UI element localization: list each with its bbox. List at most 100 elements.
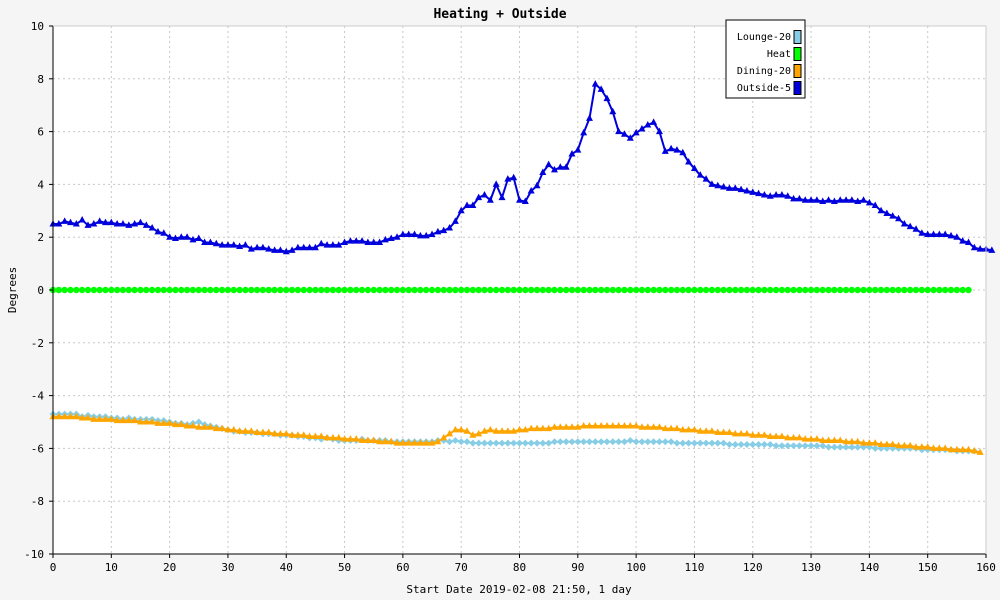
data-point bbox=[638, 286, 646, 294]
data-point bbox=[825, 443, 833, 451]
data-point bbox=[854, 286, 861, 294]
data-point bbox=[259, 428, 267, 436]
y-tick-label: 10 bbox=[31, 20, 44, 33]
data-point bbox=[696, 439, 704, 447]
data-point bbox=[527, 424, 535, 432]
data-point bbox=[801, 196, 809, 203]
data-point bbox=[673, 439, 681, 447]
data-point bbox=[830, 436, 838, 443]
x-tick-label: 40 bbox=[280, 561, 293, 574]
data-point bbox=[253, 286, 261, 294]
x-tick-label: 10 bbox=[105, 561, 118, 574]
y-tick-label: 0 bbox=[37, 284, 44, 297]
data-point bbox=[714, 181, 722, 189]
data-point bbox=[953, 445, 961, 453]
data-point bbox=[760, 431, 768, 438]
x-tick-label: 30 bbox=[221, 561, 234, 574]
data-point bbox=[387, 234, 395, 242]
data-point bbox=[510, 427, 518, 434]
data-point bbox=[323, 286, 331, 294]
data-point bbox=[475, 286, 482, 294]
data-point bbox=[725, 184, 733, 191]
data-point bbox=[877, 206, 885, 214]
data-point bbox=[568, 150, 576, 157]
data-point bbox=[626, 436, 634, 444]
data-point bbox=[965, 238, 973, 245]
data-point bbox=[842, 437, 850, 445]
data-point bbox=[504, 427, 512, 434]
data-point bbox=[131, 220, 139, 227]
data-point bbox=[317, 432, 325, 440]
data-point bbox=[131, 416, 139, 424]
data-point bbox=[714, 428, 722, 436]
data-point bbox=[201, 286, 208, 294]
data-point bbox=[498, 286, 506, 294]
data-point bbox=[586, 286, 593, 294]
data-point bbox=[422, 439, 430, 446]
data-point bbox=[195, 234, 203, 242]
data-point bbox=[171, 234, 179, 242]
data-point bbox=[679, 286, 686, 294]
data-point bbox=[737, 286, 745, 294]
data-point bbox=[696, 171, 704, 178]
axes bbox=[49, 25, 987, 558]
data-point bbox=[417, 286, 424, 294]
data-point bbox=[486, 425, 494, 433]
data-point bbox=[860, 439, 868, 446]
data-point bbox=[516, 286, 523, 294]
data-point bbox=[825, 196, 833, 203]
data-point bbox=[848, 196, 856, 203]
data-point bbox=[539, 439, 547, 447]
data-point bbox=[685, 286, 692, 294]
data-point bbox=[230, 241, 238, 248]
data-point bbox=[935, 444, 943, 451]
data-point bbox=[755, 431, 763, 438]
data-point bbox=[562, 438, 570, 446]
data-point bbox=[638, 423, 646, 430]
data-point bbox=[644, 438, 652, 446]
data-point bbox=[877, 286, 885, 294]
data-point bbox=[749, 188, 757, 195]
data-point bbox=[446, 223, 454, 231]
data-point bbox=[422, 231, 430, 239]
data-point bbox=[772, 286, 780, 294]
data-point bbox=[755, 286, 762, 294]
data-point bbox=[550, 438, 558, 446]
data-point bbox=[160, 286, 167, 294]
data-point bbox=[341, 238, 349, 245]
data-point bbox=[620, 421, 628, 429]
data-point bbox=[556, 423, 564, 430]
data-point bbox=[714, 286, 721, 294]
data-point bbox=[172, 286, 179, 294]
data-point bbox=[632, 128, 640, 136]
data-point bbox=[720, 428, 728, 436]
data-point bbox=[510, 173, 518, 181]
data-point bbox=[66, 412, 74, 420]
data-point bbox=[545, 424, 553, 432]
data-point bbox=[970, 243, 978, 251]
data-point bbox=[673, 286, 681, 294]
data-point bbox=[591, 421, 599, 429]
data-point bbox=[236, 242, 244, 249]
data-point bbox=[889, 212, 897, 219]
data-point bbox=[900, 220, 908, 227]
data-point bbox=[148, 286, 156, 294]
data-point bbox=[539, 168, 547, 176]
data-point bbox=[650, 118, 658, 125]
data-point bbox=[259, 286, 267, 294]
data-point bbox=[725, 440, 733, 448]
data-point bbox=[720, 183, 728, 190]
data-point bbox=[393, 286, 401, 294]
data-point bbox=[475, 193, 483, 201]
data-point bbox=[160, 419, 168, 426]
data-point bbox=[61, 412, 69, 420]
data-point bbox=[434, 437, 442, 445]
data-point bbox=[702, 439, 710, 447]
data-point bbox=[655, 127, 663, 135]
data-point bbox=[195, 286, 202, 294]
data-point bbox=[533, 181, 541, 189]
data-point bbox=[311, 432, 319, 440]
data-point bbox=[912, 443, 920, 450]
data-point bbox=[224, 286, 232, 294]
data-point bbox=[557, 286, 564, 294]
